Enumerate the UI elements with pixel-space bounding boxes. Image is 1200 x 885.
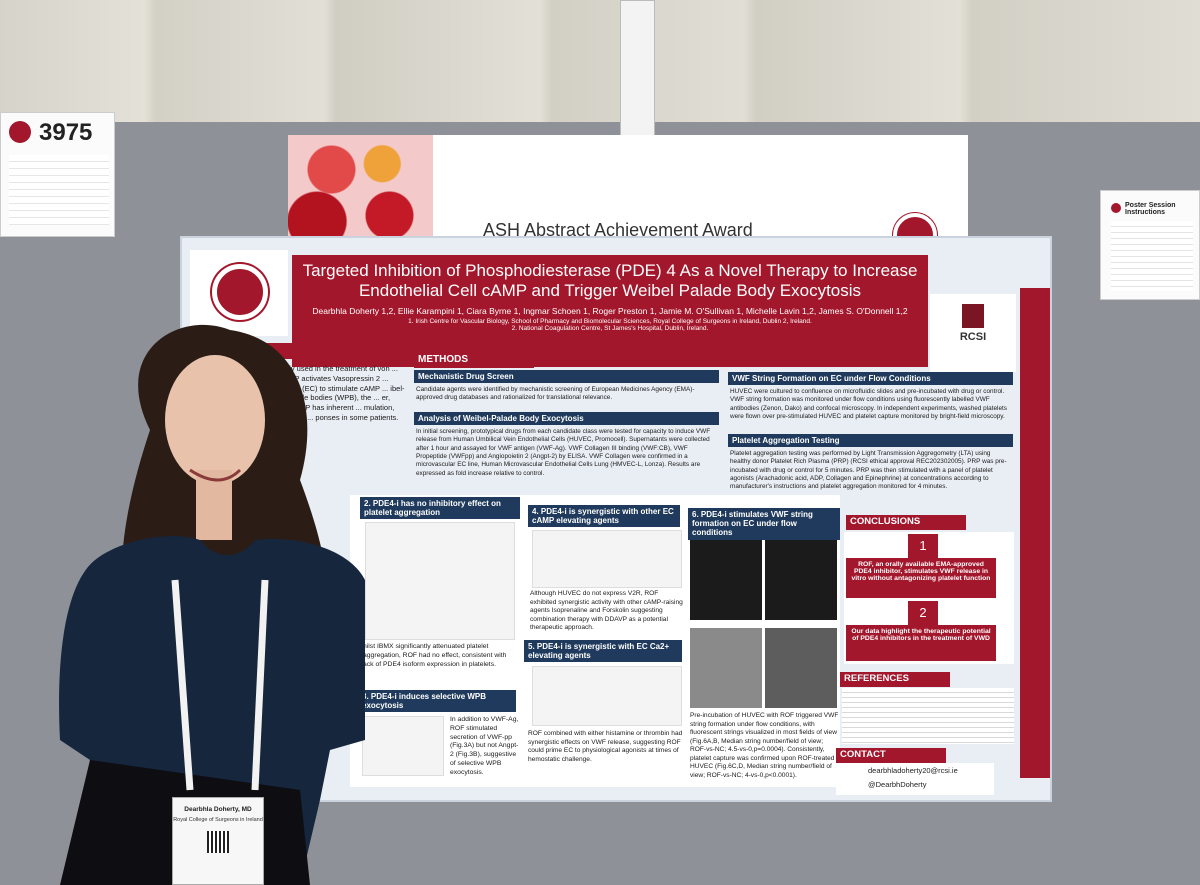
result-text: hilst IBMX significantly attenuated plat…: [363, 643, 507, 668]
instructions-text: [1111, 221, 1193, 291]
micrograph: [765, 628, 837, 708]
rcsi-crest: [962, 304, 984, 328]
face: [165, 355, 265, 485]
name-badge: Dearbhla Doherty, MD Royal College of Su…: [172, 797, 264, 885]
award-title: ASH Abstract Achievement Award: [483, 220, 753, 240]
poster-header: Targeted Inhibition of Phosphodiesterase…: [292, 255, 928, 367]
result-header: 4. PDE4-i is synergistic with other EC c…: [528, 505, 680, 528]
poster-affiliation: 2. National Coagulation Centre, St James…: [511, 324, 709, 332]
lanyard: [171, 579, 269, 791]
poster-authors: Dearbhla Doherty 1,2, Ellie Karampini 1,…: [312, 305, 908, 316]
wpb-figure: [362, 716, 444, 776]
ash-logo: [212, 264, 268, 320]
smile: [189, 468, 242, 482]
micrograph: [690, 628, 762, 708]
neck: [196, 470, 232, 540]
subsection-header: Analysis of Weibel-Palade Body Exocytosi…: [414, 412, 719, 426]
result-text: In addition to VWF-Ag, ROF stimulated se…: [450, 716, 519, 776]
board-sign: 3975: [0, 112, 115, 237]
ash-logo: [9, 121, 31, 143]
aggregation-figure: [365, 522, 515, 640]
result-text: Pre-incubation of HUVEC with ROF trigger…: [690, 712, 839, 779]
result-text: Although HUVEC do not express V2R, ROF e…: [530, 590, 683, 632]
methods-header: METHODS: [414, 352, 534, 368]
conclusion-number: 2: [908, 601, 938, 625]
conclusions-header: CONCLUSIONS: [846, 515, 966, 530]
conclusion-number: 1: [908, 534, 938, 558]
blood-cells-art: [288, 135, 433, 250]
ash-logo: [1111, 203, 1121, 213]
conclusion-text: ROF, an orally available EMA-approved PD…: [846, 558, 996, 598]
references-list: [842, 688, 1014, 744]
subsection-text: HUVEC were cultured to confluence on mic…: [730, 388, 1007, 420]
references-header: REFERENCES: [840, 672, 950, 687]
rcsi-logo-box: RCSI: [930, 294, 1016, 372]
side-strip: [1020, 288, 1050, 778]
subsection-text: In initial screening, prototypical drugs…: [416, 428, 711, 477]
rcsi-logo: RCSI: [959, 331, 987, 343]
contact-twitter: @DearbhDoherty: [868, 780, 927, 789]
subsection-header: Mechanistic Drug Screen: [414, 370, 719, 384]
result-header: 3. PDE4-i induces selective WPB exocytos…: [358, 690, 516, 713]
calcium-figure: [532, 666, 682, 726]
result-header: 6. PDE4-i stimulates VWF string formatio…: [688, 508, 840, 540]
hanging-sign: [620, 0, 655, 150]
micrograph: [765, 540, 837, 620]
conclusion-text: Our data highlight the therapeutic poten…: [846, 625, 996, 661]
board-number: 3975: [39, 119, 93, 146]
micrograph: [690, 540, 762, 620]
sign-details: [9, 155, 109, 225]
badge-name: Dearbhla Doherty, MD: [184, 806, 252, 813]
result-header: 2. PDE4-i has no inhibitory effect on pl…: [360, 497, 520, 520]
contact-email: dearbhladoherty20@rcsi.ie: [868, 766, 958, 775]
camp-figure: [532, 530, 682, 588]
subsection-header: Platelet Aggregation Testing: [728, 434, 1013, 448]
poster-title: Targeted Inhibition of Phosphodiesterase…: [302, 261, 918, 301]
badge-qr: [207, 831, 229, 853]
ash-logo-box: [190, 250, 288, 336]
instructions-title: Poster Session Instructions: [1125, 202, 1176, 216]
instructions-sheet: Poster Session Instructions: [1100, 190, 1200, 300]
badge-institution: Royal College of Surgeons in Ireland: [173, 817, 263, 823]
poster-affiliation: 1. Irish Centre for Vascular Biology, Sc…: [408, 317, 812, 325]
subsection-text: Platelet aggregation testing was perform…: [730, 450, 1007, 491]
subsection-header: VWF String Formation on EC under Flow Co…: [728, 372, 1013, 386]
contact-header: CONTACT: [836, 748, 946, 763]
intro-text: ely used in the treatment of von ... AVP…: [285, 364, 405, 422]
result-text: ROF combined with either histamine or th…: [528, 730, 683, 763]
subsection-text: Candidate agents were identified by mech…: [416, 386, 695, 402]
contact-panel: [836, 763, 994, 795]
result-header: 5. PDE4-i is synergistic with EC Ca2+ el…: [524, 640, 682, 663]
